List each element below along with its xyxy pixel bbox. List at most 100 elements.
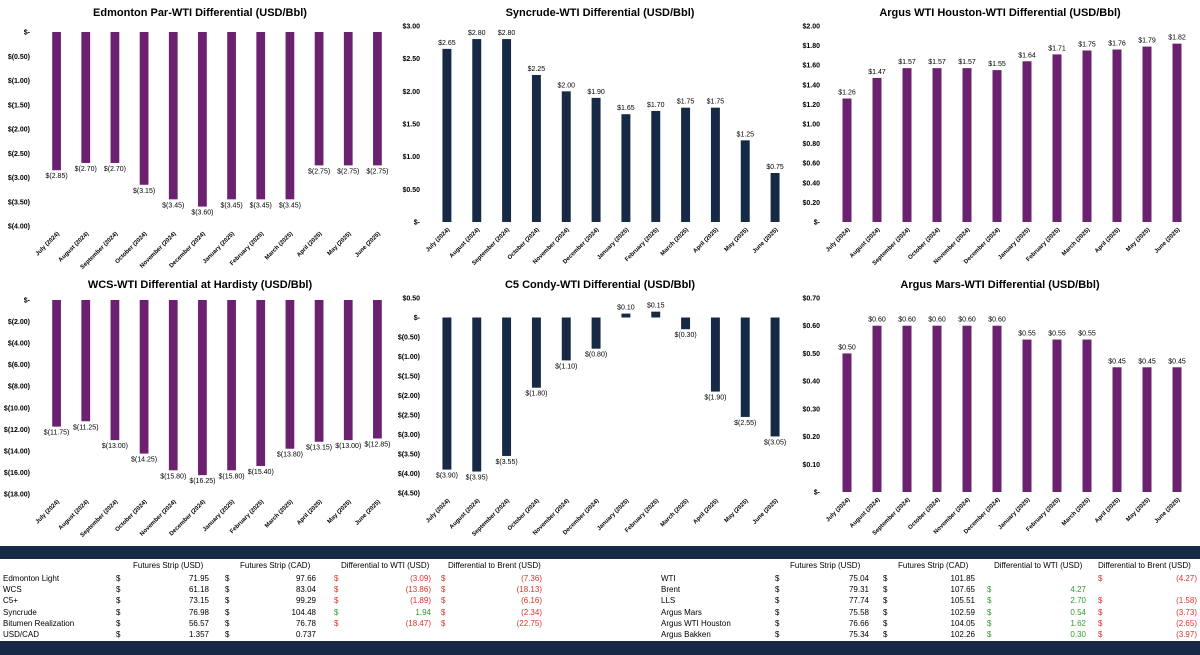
futures-strip-table: Futures Strip (USD) Futures Strip (CAD) …	[0, 546, 1200, 655]
left-table-row-name: WCS	[3, 585, 22, 595]
edmonton-par-x-tick: August (2024)	[58, 231, 90, 263]
syncrude-bar	[591, 97, 601, 222]
argus-wti-houston-title: Argus WTI Houston-WTI Differential (USD/…	[879, 7, 1121, 19]
right-header-brent: Differential to Brent (USD)	[1098, 561, 1191, 570]
right-table-wti-symbol: $	[987, 630, 992, 639]
right-table-cad-symbol: $	[883, 607, 888, 617]
wcs-hardisty-y-tick: $(8.00)	[8, 384, 30, 391]
wcs-hardisty-y-tick: $(4.00)	[8, 341, 30, 348]
argus-mars-bar	[1172, 367, 1182, 492]
argus-wti-houston-bar	[902, 68, 912, 222]
chart-c5-condy: C5 Condy-WTI Differential (USD/Bbl) $0.50…	[398, 272, 800, 544]
wcs-hardisty-data-label: $(11.25)	[73, 424, 99, 431]
right-table-cad-value: 101.85	[950, 574, 975, 583]
argus-mars-bar	[962, 325, 972, 492]
syncrude-bar	[561, 91, 571, 222]
left-table-wti-value: (1.89)	[410, 596, 431, 606]
right-table-row-name: LLS	[661, 596, 676, 606]
wcs-hardisty-bar	[52, 300, 61, 427]
c5-condy-bar	[561, 317, 571, 361]
left-table-brent-value: (6.16)	[521, 596, 542, 606]
left-table-cad-value: 104.48	[291, 607, 316, 617]
syncrude-data-label: $2.25	[528, 66, 546, 73]
c5-condy-data-label: $(1.10)	[555, 363, 577, 370]
wcs-hardisty-data-label: $(14.25)	[131, 457, 157, 464]
c5-condy-bar	[681, 317, 691, 330]
syncrude-bar	[621, 114, 631, 222]
argus-wti-houston-x-tick: June (2025)	[1154, 227, 1182, 255]
syncrude-data-label: $2.00	[557, 82, 575, 89]
right-table-wti-value: 1.62	[1070, 618, 1086, 628]
argus-wti-houston-x-tick: October (2024)	[907, 227, 941, 261]
right-table-wti-symbol: $	[987, 618, 992, 628]
syncrude-data-label: $2.80	[498, 30, 516, 37]
argus-wti-houston-y-tick: $2.00	[802, 24, 820, 31]
syncrude-data-label: $1.75	[707, 99, 725, 106]
right-table-row-name: Argus WTI Houston	[661, 618, 731, 628]
argus-mars-data-label: $0.60	[958, 317, 976, 324]
left-table-usd-symbol: $	[116, 574, 121, 583]
syncrude-data-label: $1.65	[617, 105, 635, 112]
edmonton-par-x-tick: July (2024)	[35, 231, 61, 257]
wcs-hardisty-y-tick: $(12.00)	[4, 427, 30, 434]
left-table-wti-value: 1.94	[415, 607, 431, 617]
right-table-brent-symbol: $	[1098, 630, 1103, 639]
right-table-brent-value: (2.65)	[1176, 618, 1197, 628]
chart-argus-wti-houston-svg: Argus WTI Houston-WTI Differential (USD/…	[802, 7, 1185, 267]
argus-wti-houston-x-tick: July (2024)	[825, 227, 851, 253]
argus-wti-houston-data-label: $1.57	[928, 59, 946, 66]
right-table-brent-value: (3.73)	[1176, 607, 1197, 617]
left-table-cad-symbol: $	[225, 618, 230, 628]
chart-argus-mars-svg: Argus Mars-WTI Differential (USD/Bbl) $0.…	[802, 279, 1185, 537]
edmonton-par-y-tick: $(3.50)	[8, 199, 30, 206]
argus-mars-bar	[1052, 339, 1062, 492]
left-table-wti-symbol: $	[334, 596, 339, 606]
syncrude-y-tick: $-	[414, 220, 421, 227]
wcs-hardisty-data-label: $(13.00)	[335, 443, 361, 450]
c5-condy-bar	[621, 313, 631, 318]
right-table-usd-symbol: $	[775, 607, 780, 617]
argus-wti-houston-x-tick: August (2024)	[849, 227, 881, 259]
argus-mars-data-label: $0.55	[1078, 331, 1096, 338]
chart-syncrude-svg: Syncrude-WTI Differential (USD/Bbl) $3.00…	[402, 7, 783, 267]
edmonton-par-bar	[227, 32, 236, 200]
left-table-brent-value: (18.13)	[516, 585, 542, 595]
syncrude-y-tick: $2.00	[402, 89, 420, 96]
left-table-wti-value: (3.09)	[410, 574, 431, 583]
argus-mars-y-tick: $0.50	[802, 351, 820, 358]
wcs-hardisty-bar	[373, 300, 382, 439]
argus-wti-houston-y-tick: $0.20	[802, 200, 820, 207]
right-table-usd-value: 75.58	[848, 607, 869, 617]
argus-mars-y-tick: $0.40	[802, 379, 820, 386]
c5-condy-data-label: $(0.80)	[585, 352, 607, 359]
wcs-hardisty-x-tick: April (2025)	[296, 499, 323, 526]
left-table-brent-value: (22.75)	[516, 618, 542, 628]
argus-mars-y-tick: $0.60	[802, 323, 820, 330]
argus-mars-bar	[992, 325, 1002, 492]
right-table-brent-symbol: $	[1098, 618, 1103, 628]
argus-mars-bar	[1142, 367, 1152, 492]
c5-condy-bar	[651, 311, 661, 318]
wcs-hardisty-data-label: $(11.75)	[44, 430, 70, 437]
c5-condy-bar	[770, 317, 780, 437]
c5-condy-x-tick: October (2024)	[507, 498, 541, 532]
right-table-brent-symbol: $	[1098, 574, 1103, 583]
wcs-hardisty-bar	[256, 300, 266, 466]
edmonton-par-data-label: $(3.45)	[250, 202, 272, 209]
left-table-cad-symbol: $	[225, 630, 230, 639]
left-table-usd-value: 56.57	[188, 618, 209, 628]
edmonton-par-y-tick: $(2.00)	[8, 127, 30, 134]
wcs-hardisty-data-label: $(12.85)	[364, 441, 390, 448]
argus-wti-houston-bar	[1172, 43, 1182, 222]
chart-argus-wti-houston: Argus WTI Houston-WTI Differential (USD/…	[800, 0, 1200, 270]
c5-condy-y-tick: $(2.50)	[398, 413, 420, 420]
right-table-cad-symbol: $	[883, 618, 888, 628]
argus-mars-x-tick: August (2024)	[849, 497, 881, 529]
argus-mars-y-tick: $0.30	[802, 406, 820, 413]
syncrude-x-tick: January (2025)	[596, 227, 630, 261]
argus-mars-data-label: $0.60	[928, 317, 946, 324]
argus-wti-houston-x-tick: March (2025)	[1061, 227, 1091, 257]
syncrude-bar	[710, 107, 720, 222]
edmonton-par-bar	[198, 32, 207, 207]
right-table-usd-symbol: $	[775, 596, 780, 606]
